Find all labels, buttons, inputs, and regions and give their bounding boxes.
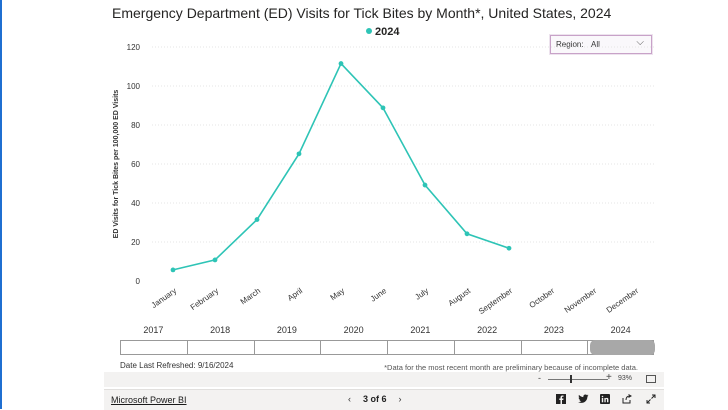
timeline-year-label[interactable]: 2023 <box>543 325 564 335</box>
data-point <box>380 105 386 111</box>
y-tick-label: 60 <box>131 160 140 169</box>
y-tick-label: 20 <box>131 238 140 247</box>
chevron-down-icon: ⌵ <box>636 37 644 48</box>
report-page: Emergency Department (ED) Visits for Tic… <box>104 0 664 410</box>
x-tick-label: February <box>189 286 220 312</box>
x-tick-label: March <box>239 286 262 306</box>
timeline-year-label[interactable]: 2024 <box>610 325 631 335</box>
x-tick-label: May <box>329 286 347 302</box>
power-bi-link[interactable]: Microsoft Power BI <box>111 395 187 405</box>
timeline-cell[interactable] <box>455 341 522 354</box>
timeline-year-label[interactable]: 2020 <box>343 325 364 335</box>
zoom-level: 93% <box>618 375 633 382</box>
timeline-year-label[interactable]: 2021 <box>410 325 431 335</box>
x-tick-label: June <box>369 286 389 304</box>
timeline-cell[interactable] <box>188 341 255 354</box>
x-tick-label: April <box>286 286 304 303</box>
share-icon[interactable] <box>622 394 632 407</box>
zoom-in-button[interactable]: + <box>606 372 612 383</box>
linkedin-icon[interactable] <box>600 394 610 407</box>
data-point <box>296 151 302 157</box>
chart-title: Emergency Department (ED) Visits for Tic… <box>112 5 612 21</box>
region-filter-label: Region: <box>556 40 584 49</box>
fit-to-page-icon[interactable] <box>646 375 656 383</box>
legend-marker <box>366 28 372 35</box>
page-navigator: ‹ 3 of 6 › <box>336 394 414 404</box>
twitter-icon[interactable] <box>578 394 589 407</box>
timeline-cell[interactable] <box>255 341 322 354</box>
y-tick-label: 80 <box>131 121 140 130</box>
x-tick-label: October <box>528 286 557 310</box>
series-line-2024 <box>172 62 510 271</box>
data-point <box>170 267 176 273</box>
chart-legend[interactable]: 2024 <box>366 26 399 38</box>
data-point <box>212 257 218 263</box>
timeline-year-label[interactable]: 2018 <box>210 325 231 335</box>
region-filter-dropdown[interactable]: Region: All ⌵ <box>550 35 652 54</box>
x-tick-label: July <box>413 286 430 302</box>
x-tick-label: November <box>563 286 599 315</box>
x-tick-label: August <box>447 286 473 308</box>
x-tick-label: December <box>605 286 641 315</box>
y-tick-label: 100 <box>127 82 141 91</box>
data-point <box>464 231 470 237</box>
facebook-icon[interactable] <box>556 394 566 407</box>
x-tick-label: September <box>477 286 514 316</box>
timeline-cell[interactable] <box>522 341 589 354</box>
refresh-date: Date Last Refreshed: 9/16/2024 <box>120 361 234 370</box>
y-tick-label: 40 <box>131 199 140 208</box>
data-point <box>254 217 260 222</box>
y-axis-label: ED Visits for Tick Bites per 100,000 ED … <box>113 90 120 239</box>
page-indicator: 3 of 6 <box>363 394 387 404</box>
timeline-selection[interactable] <box>590 340 655 355</box>
footer-bar: Microsoft Power BI ‹ 3 of 6 › <box>104 389 664 410</box>
previous-page-button[interactable]: ‹ <box>348 394 351 404</box>
y-tick-label: 0 <box>136 277 141 286</box>
window-edge <box>0 0 2 409</box>
zoom-slider-thumb[interactable] <box>570 375 572 383</box>
data-point <box>422 182 428 188</box>
next-page-button[interactable]: › <box>398 394 402 404</box>
preliminary-note: *Data for the most recent month are prel… <box>384 363 638 372</box>
timeline-year-label[interactable]: 2022 <box>477 325 498 335</box>
fullscreen-icon[interactable] <box>646 394 656 407</box>
timeline-cell[interactable] <box>121 341 188 354</box>
y-tick-label: 120 <box>127 43 141 52</box>
timeline-cell[interactable] <box>321 341 388 354</box>
timeline-cell[interactable] <box>388 341 455 354</box>
legend-label: 2024 <box>375 26 400 38</box>
data-point <box>506 245 512 251</box>
zoom-bar: - + 93% <box>104 372 664 387</box>
timeline-year-label[interactable]: 2019 <box>276 325 297 335</box>
zoom-out-button[interactable]: - <box>538 373 541 383</box>
data-point <box>338 61 344 66</box>
timeline-year-label[interactable]: 2017 <box>143 325 164 335</box>
region-filter-value: All <box>591 40 600 49</box>
line-chart: 0 20 40 60 80 100 120 ED Visits for Tick Bites … <box>113 43 656 316</box>
year-timeline-slicer[interactable]: 2017 2018 2019 2020 2021 2022 2023 2024 <box>120 325 655 357</box>
x-tick-label: January <box>150 286 178 310</box>
timeline-track[interactable] <box>120 340 655 355</box>
zoom-slider-track[interactable] <box>548 379 608 380</box>
